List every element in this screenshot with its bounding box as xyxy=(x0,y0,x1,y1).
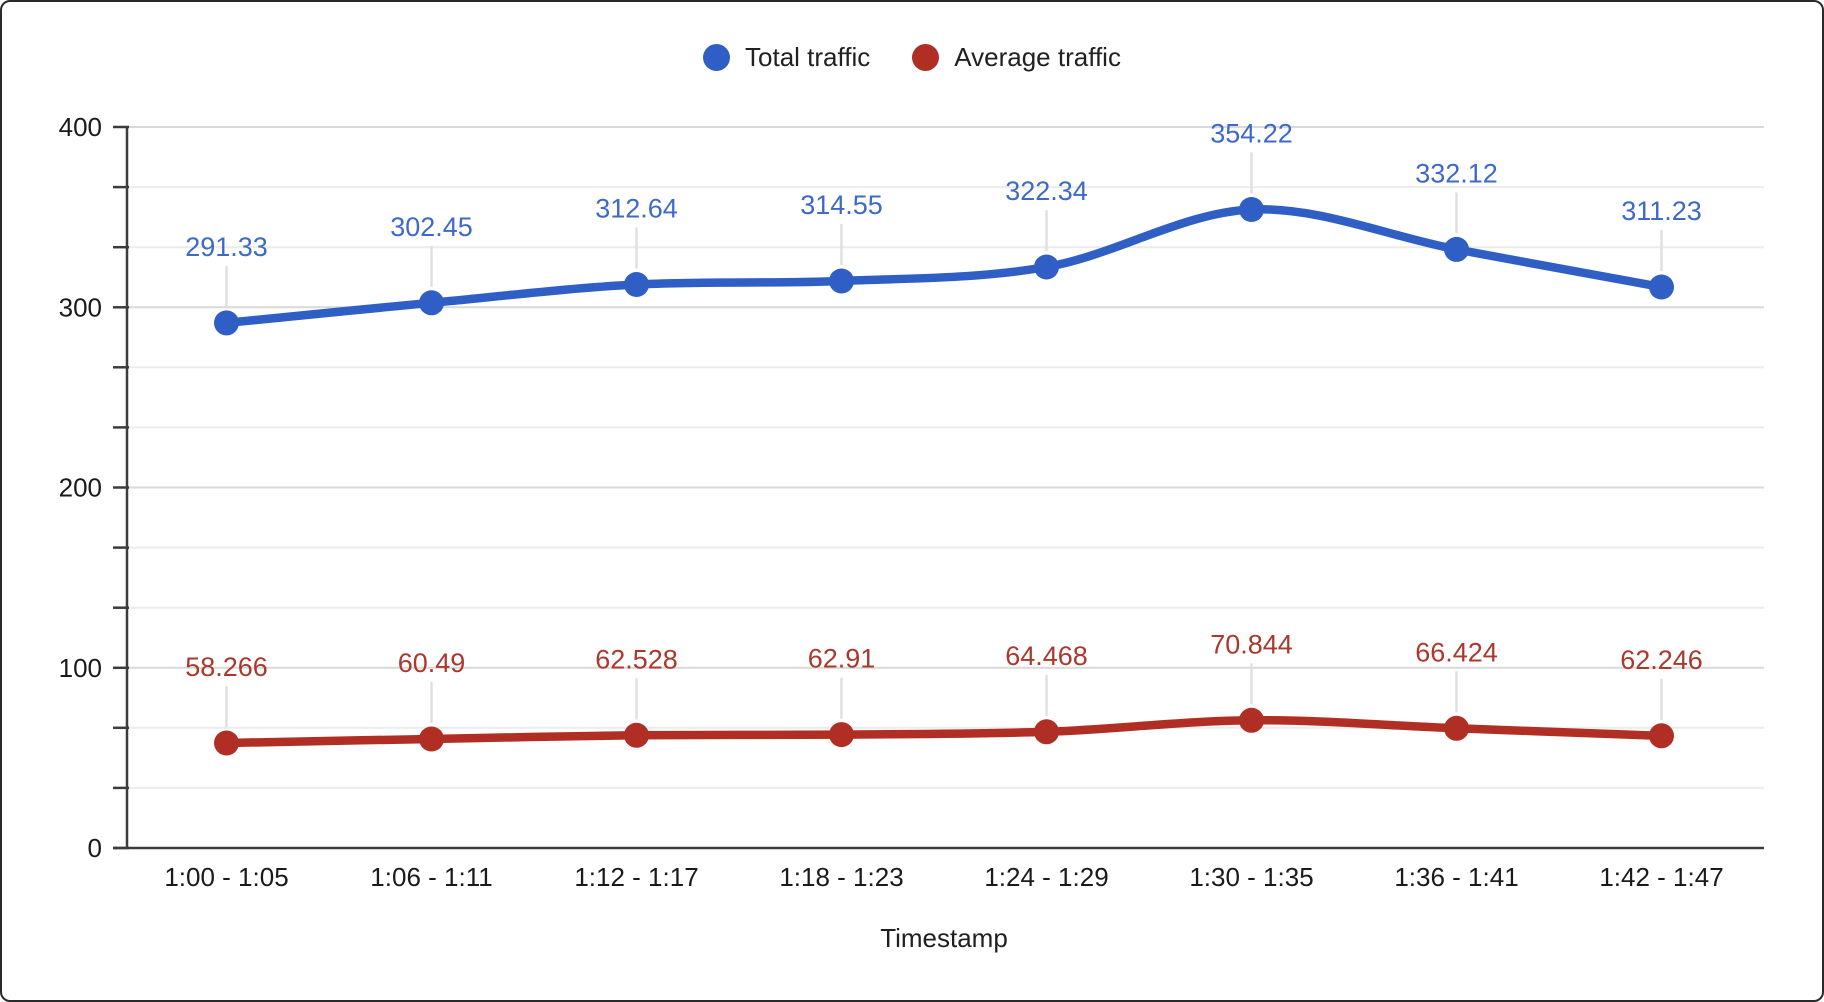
data-label-average-traffic: 62.91 xyxy=(808,644,876,674)
data-label-average-traffic: 66.424 xyxy=(1415,637,1498,667)
legend-item-average-traffic: Average traffic xyxy=(912,42,1121,73)
data-label-total-traffic: 302.45 xyxy=(390,212,473,242)
data-point-total-traffic[interactable] xyxy=(1239,197,1264,222)
y-tick-label: 100 xyxy=(59,653,102,683)
x-tick-label: 1:06 - 1:11 xyxy=(370,862,492,892)
data-point-total-traffic[interactable] xyxy=(1649,274,1674,300)
x-axis-title: Timestamp xyxy=(880,923,1008,953)
y-tick-label: 400 xyxy=(59,112,102,142)
legend-label-total-traffic: Total traffic xyxy=(745,42,871,72)
data-label-average-traffic: 58.266 xyxy=(185,652,268,682)
data-point-average-traffic[interactable] xyxy=(1239,707,1264,733)
x-tick-label: 1:24 - 1:29 xyxy=(984,862,1108,892)
data-point-total-traffic[interactable] xyxy=(419,290,444,316)
data-label-average-traffic: 62.528 xyxy=(595,644,678,674)
data-label-average-traffic: 70.844 xyxy=(1210,629,1293,659)
data-label-total-traffic: 332.12 xyxy=(1415,158,1498,188)
data-point-total-traffic[interactable] xyxy=(829,268,854,294)
data-point-total-traffic[interactable] xyxy=(1444,236,1469,262)
data-point-average-traffic[interactable] xyxy=(1649,723,1674,749)
x-tick-label: 1:42 - 1:47 xyxy=(1599,862,1723,892)
y-tick-label: 200 xyxy=(59,473,102,503)
data-point-average-traffic[interactable] xyxy=(214,730,239,756)
data-label-average-traffic: 62.246 xyxy=(1620,645,1703,675)
data-point-average-traffic[interactable] xyxy=(624,722,649,748)
series-line-total-traffic xyxy=(222,205,1666,328)
data-label-total-traffic: 314.55 xyxy=(800,190,883,220)
legend-marker-total-traffic-icon xyxy=(703,44,731,71)
data-point-average-traffic[interactable] xyxy=(1444,715,1469,741)
data-point-average-traffic[interactable] xyxy=(419,726,444,752)
data-point-average-traffic[interactable] xyxy=(829,722,854,748)
legend-marker-average-traffic-icon xyxy=(912,44,940,71)
series-line-average-traffic xyxy=(222,716,1666,748)
data-label-total-traffic: 291.33 xyxy=(185,232,268,262)
chart-legend: Total traffic Average traffic xyxy=(2,42,1822,73)
data-point-total-traffic[interactable] xyxy=(214,310,239,336)
data-point-total-traffic[interactable] xyxy=(1034,254,1059,280)
x-tick-label: 1:30 - 1:35 xyxy=(1189,862,1313,892)
data-label-total-traffic: 311.23 xyxy=(1621,196,1702,226)
y-tick-label: 0 xyxy=(88,833,102,863)
data-label-total-traffic: 354.22 xyxy=(1210,119,1293,149)
data-point-average-traffic[interactable] xyxy=(1034,719,1059,745)
y-tick-label: 300 xyxy=(59,292,102,322)
x-tick-label: 1:36 - 1:41 xyxy=(1394,862,1518,892)
x-tick-label: 1:00 - 1:05 xyxy=(164,862,288,892)
data-label-total-traffic: 322.34 xyxy=(1005,176,1088,206)
x-tick-label: 1:18 - 1:23 xyxy=(779,862,903,892)
data-label-average-traffic: 64.468 xyxy=(1005,641,1088,671)
data-point-total-traffic[interactable] xyxy=(624,272,649,297)
data-label-average-traffic: 60.49 xyxy=(398,648,466,678)
legend-label-average-traffic: Average traffic xyxy=(954,42,1121,72)
legend-item-total-traffic: Total traffic xyxy=(703,42,870,73)
data-label-total-traffic: 312.64 xyxy=(595,194,678,224)
x-tick-label: 1:12 - 1:17 xyxy=(574,862,698,892)
